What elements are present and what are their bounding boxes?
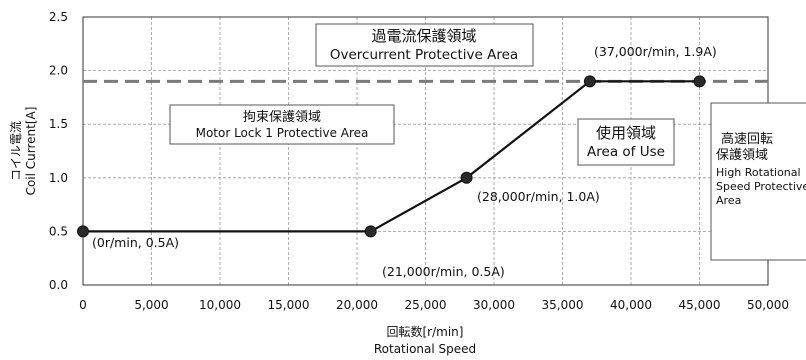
zone-use-en: Area of Use <box>587 144 665 160</box>
annotation-point-0: (0r/min, 0.5A) <box>92 235 179 250</box>
zone-motor-lock-jp: 拘束保護領域 <box>243 109 321 125</box>
annotation-point-37000: (37,000r/min, 1.9A) <box>594 44 717 59</box>
y-tick-label: 2.0 <box>49 64 68 78</box>
y-tick-label: 2.5 <box>49 10 68 24</box>
data-point <box>693 75 706 88</box>
zone-high-speed-en2: Speed Protective <box>716 180 806 193</box>
zone-overcurrent-jp: 過電流保護領域 <box>371 27 476 45</box>
y-axis-title: コイル電流 Coil Current[A] <box>9 107 38 196</box>
x-tick-label: 0 <box>79 298 87 312</box>
x-tick-label: 5,000 <box>134 298 168 312</box>
x-axis-title-en: Rotational Speed <box>374 342 476 356</box>
zone-high-speed-jp1: 高速回転 <box>721 131 773 147</box>
y-tick-label: 1.0 <box>49 171 68 185</box>
x-tick-label: 15,000 <box>268 298 310 312</box>
y-tick-label: 0.0 <box>49 278 68 292</box>
y-tick-label: 0.5 <box>49 224 68 238</box>
data-point <box>583 75 596 88</box>
zone-high-speed-en3: Area <box>716 194 741 207</box>
zone-overcurrent: 過電流保護領域 Overcurrent Protective Area <box>315 23 534 67</box>
y-tick-label: 1.5 <box>49 117 68 131</box>
x-tick-label: 25,000 <box>405 298 447 312</box>
zone-use-jp: 使用領域 <box>596 124 656 142</box>
zone-high-speed-en1: High Rotational <box>716 166 801 179</box>
x-tick-label: 50,000 <box>747 298 789 312</box>
zone-motor-lock-en: Motor Lock 1 Protective Area <box>196 126 369 140</box>
data-point <box>460 171 473 184</box>
annotation-point-28000: (28,000r/min, 1.0A) <box>477 189 600 204</box>
y-axis-title-jp: コイル電流 <box>9 121 23 181</box>
x-tick-label: 10,000 <box>199 298 241 312</box>
zone-high-speed: 高速回転 保護領域 High Rotational Speed Protecti… <box>710 102 806 261</box>
y-axis-ticks: 0.0 0.5 1.0 1.5 2.0 2.5 <box>49 10 68 292</box>
zone-area-of-use: 使用領域 Area of Use <box>577 118 675 166</box>
x-tick-label: 45,000 <box>679 298 721 312</box>
data-point <box>77 225 89 238</box>
x-axis-title-jp: 回転数[r/min] <box>387 324 464 339</box>
zone-high-speed-jp2: 保護領域 <box>716 147 768 163</box>
x-axis-ticks: 0 5,000 10,000 15,000 20,000 25,000 30,000 35,0… <box>79 298 789 312</box>
x-tick-label: 40,000 <box>610 298 652 312</box>
y-axis-title-en: Coil Current[A] <box>24 107 38 196</box>
data-point <box>364 225 377 238</box>
series-layer <box>77 75 706 238</box>
zone-motor-lock: 拘束保護領域 Motor Lock 1 Protective Area <box>169 104 395 145</box>
x-tick-label: 30,000 <box>473 298 515 312</box>
zone-overcurrent-en: Overcurrent Protective Area <box>330 47 518 63</box>
annotation-point-21000: (21,000r/min, 0.5A) <box>382 264 505 279</box>
x-tick-label: 20,000 <box>336 298 378 312</box>
x-tick-label: 35,000 <box>542 298 584 312</box>
